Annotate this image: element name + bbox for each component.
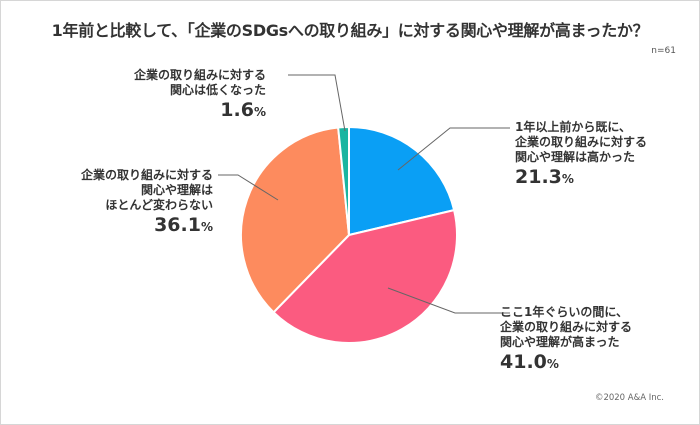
pie-slices <box>240 125 458 344</box>
label-high-before: 1年以上前から既に、 企業の取り組みに対する 関心や理解は高かった 21.3% <box>515 120 647 191</box>
label-increased: ここ1年ぐらいの間に、 企業の取り組みに対する 関心や理解が高まった 41.0% <box>500 305 632 376</box>
value-increased: 41.0% <box>500 351 559 373</box>
pie-slice-unchanged <box>240 126 351 314</box>
copyright: ©2020 A&A Inc. <box>594 393 664 403</box>
leader-line-increased <box>387 287 510 314</box>
label-decreased: 企業の取り組みに対する 関心は低くなった 1.6% <box>134 68 266 124</box>
pie-slice-high-before <box>348 125 456 237</box>
leader-line-high-before <box>397 127 510 171</box>
value-decreased: 1.6% <box>220 99 266 121</box>
label-unchanged: 企業の取り組みに対する 関心や理解は ほとんど変わらない 36.1% <box>81 168 213 239</box>
value-unchanged: 36.1% <box>154 214 213 236</box>
chart-title: 1年前と比較して、「企業のSDGsへの取り組み」に対する関心や理解が高まったか？ <box>51 21 649 40</box>
value-high-before: 21.3% <box>515 166 574 188</box>
sample-size: n=61 <box>651 46 676 56</box>
leader-lines <box>218 74 510 314</box>
leader-line-decreased <box>288 74 346 132</box>
pie-slice-decreased <box>337 125 350 236</box>
pie-slice-increased <box>272 208 458 344</box>
leader-line-unchanged <box>218 174 279 201</box>
